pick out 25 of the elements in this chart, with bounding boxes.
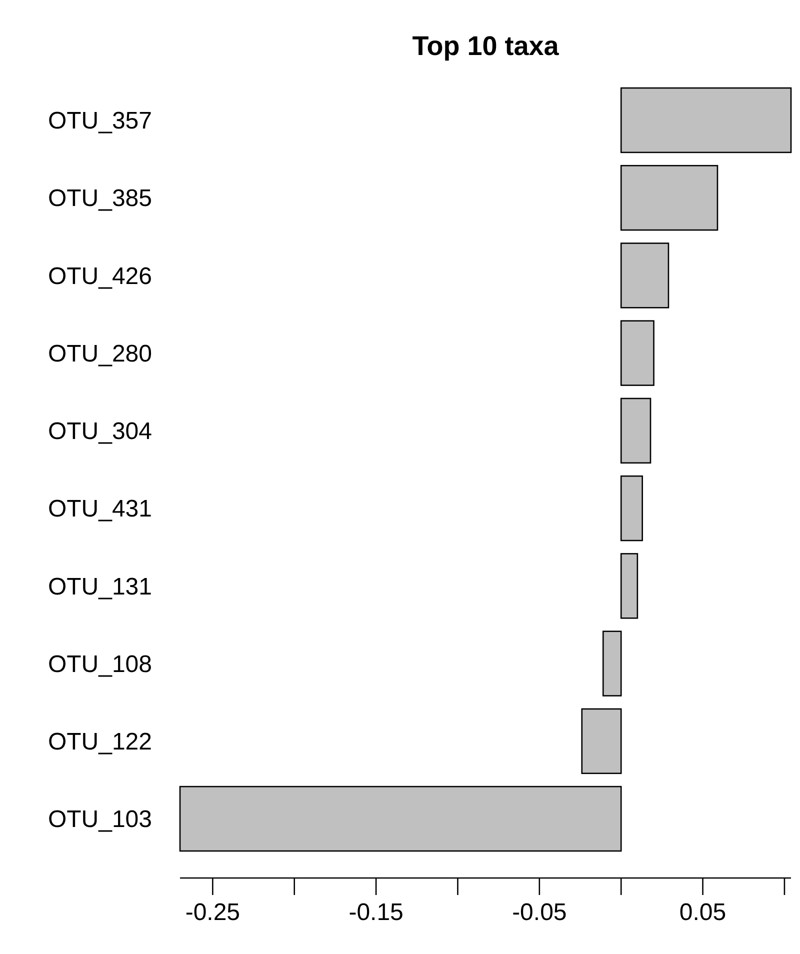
bar	[620, 320, 654, 386]
y-tick-label: OTU_357	[48, 108, 152, 135]
bar	[620, 87, 792, 154]
y-tick-label: OTU_122	[48, 728, 152, 756]
bar	[602, 630, 622, 696]
y-tick-label: OTU_280	[48, 340, 152, 368]
bar	[179, 786, 622, 852]
bar	[620, 398, 652, 464]
y-tick-label: OTU_131	[48, 573, 152, 600]
bar	[620, 242, 670, 308]
x-tick-label: 0.05	[679, 899, 726, 926]
y-tick-label: OTU_385	[48, 185, 152, 212]
chart-title: Top 10 taxa	[412, 31, 560, 61]
y-tick-label: OTU_108	[48, 650, 152, 678]
bar	[620, 475, 643, 542]
y-tick-label: OTU_426	[48, 262, 152, 290]
bar	[581, 708, 622, 774]
bar	[620, 164, 718, 231]
x-tick-label: -0.25	[185, 899, 240, 926]
y-tick-label: OTU_304	[48, 418, 152, 446]
x-tick-label: -0.15	[348, 899, 404, 926]
bar	[620, 553, 638, 619]
y-tick-label: OTU_103	[48, 806, 152, 834]
y-tick-label: OTU_431	[48, 496, 152, 523]
x-tick-label: -0.05	[512, 899, 567, 926]
